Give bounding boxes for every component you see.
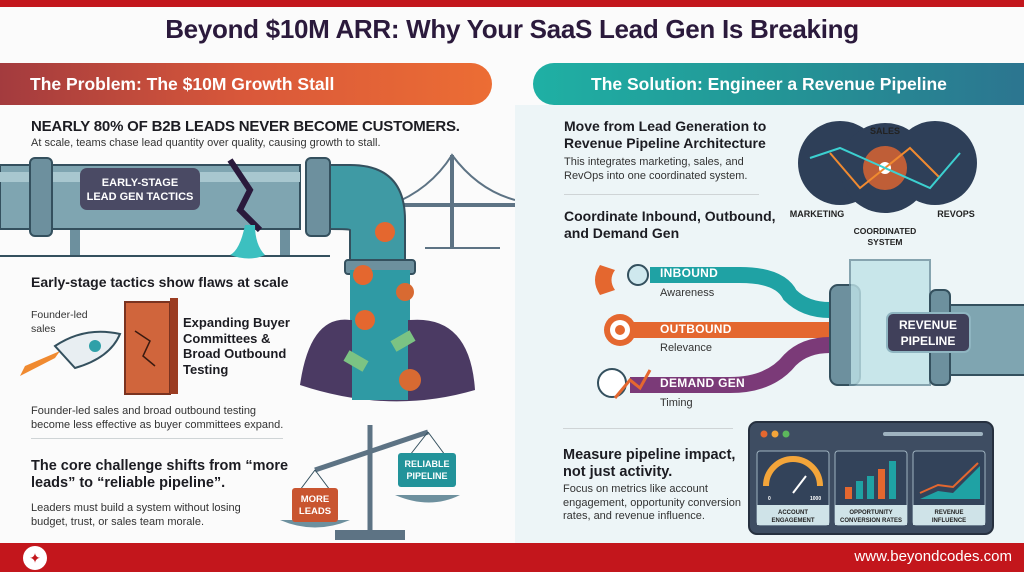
reliable-pipeline-box: RELIABLE PIPELINE <box>398 453 456 487</box>
metrics-dashboard-illustration: 0 1000 ACCOUNT ENGAGEMENT OPPORTUNITY CO… <box>748 421 994 535</box>
architecture-text: This integrates marketing, sales, and Re… <box>564 156 748 182</box>
page-title: Beyond $10M ARR: Why Your SaaS Lead Gen … <box>165 14 859 44</box>
coordinate-heading: Coordinate Inbound, Outbound, and Demand… <box>564 208 776 241</box>
network-label-system: SYSTEM <box>868 237 903 247</box>
rocket-wall-illustration <box>20 298 178 395</box>
channel-inbound-desc: Awareness <box>660 287 715 299</box>
challenge-heading: The core challenge shifts from “more lea… <box>31 458 289 491</box>
beyondcodes-logo-icon: ✦ <box>23 546 47 570</box>
pipe-label: EARLY-STAGE LEAD GEN TACTICS <box>80 168 200 210</box>
more-leads-line2: LEADS <box>299 506 331 517</box>
rocket-icon <box>20 330 122 376</box>
leaking-money-hole-illustration <box>300 222 475 402</box>
channels-to-pipeline-illustration: REVENUE PIPELINE <box>595 259 1024 399</box>
stat-heading: NEARLY 80% OF B2B LEADS NEVER BECOME CUS… <box>31 118 460 135</box>
gauge-min: 0 <box>768 496 771 502</box>
panel-label: ENGAGEMENT <box>771 518 814 524</box>
rocket-label: Founder-led sales <box>31 309 88 335</box>
divider <box>31 438 283 439</box>
revenue-influence-panel: REVENUE INFLUENCE <box>912 450 986 526</box>
pipe-icon <box>0 157 416 275</box>
person-icon <box>355 310 375 330</box>
divider <box>563 428 733 429</box>
website-url[interactable]: www.beyondcodes.com <box>854 548 1012 565</box>
panel-label: REVENUE <box>934 510 963 516</box>
panel-label: ACCOUNT <box>778 510 808 516</box>
architecture-heading: Move from Lead Generation to Revenue Pip… <box>564 118 767 151</box>
problem-banner: The Problem: The $10M Growth Stall <box>0 63 492 105</box>
gauge-max: 1000 <box>810 496 821 502</box>
network-label-marketing: MARKETING <box>790 209 845 219</box>
coordinated-system-network-illustration: SALES MARKETING REVOPS COORDINATED SYSTE… <box>790 121 977 247</box>
bridge-icon <box>385 153 515 249</box>
target-icon <box>604 314 636 346</box>
footer-bar <box>0 543 1024 572</box>
stat-text: At scale, teams chase lead quantity over… <box>31 137 381 149</box>
network-label-coordinated: COORDINATED <box>854 226 917 236</box>
person-icon <box>353 265 373 285</box>
channel-demand-gen-desc: Timing <box>660 397 693 409</box>
pipe-label-line1: EARLY-STAGE <box>102 177 178 189</box>
network-label-revops: REVOPS <box>937 209 975 219</box>
reliable-pipeline-line1: RELIABLE <box>405 459 450 469</box>
money-bag-icon <box>396 283 414 301</box>
pipe-label-line2: LEAD GEN TACTICS <box>87 191 194 203</box>
person-icon <box>375 222 395 242</box>
solution-banner: The Solution: Engineer a Revenue Pipelin… <box>533 63 1024 105</box>
channel-demand-gen-label: DEMAND GEN <box>660 376 746 390</box>
dollar-bill-icon <box>343 350 369 372</box>
pipeline-label-line1: REVENUE <box>899 318 957 332</box>
top-accent-bar <box>0 0 1024 7</box>
account-engagement-panel: 0 1000 ACCOUNT ENGAGEMENT <box>756 450 830 526</box>
panel-label: CONVERSION RATES <box>840 518 902 524</box>
balance-scale-illustration: MORE LEADS RELIABLE PIPELINE <box>280 425 460 540</box>
broken-pipeline-illustration: EARLY-STAGE LEAD GEN TACTICS <box>0 153 515 402</box>
more-leads-line1: MORE <box>301 494 330 505</box>
money-bag-icon <box>399 369 421 391</box>
revenue-pipeline-pipe: REVENUE PIPELINE <box>829 259 1024 386</box>
panel-label: OPPORTUNITY <box>849 510 892 516</box>
more-leads-box: MORE LEADS <box>292 488 338 522</box>
flaws-text: Founder-led sales and broad outbound tes… <box>31 405 284 431</box>
panel-label: INFLUENCE <box>932 518 966 524</box>
pipeline-label-line2: PIPELINE <box>901 334 956 348</box>
measure-heading: Measure pipeline impact, not just activi… <box>563 447 736 480</box>
brick-wall-icon <box>124 298 178 395</box>
channel-inbound-label: INBOUND <box>660 266 719 280</box>
reliable-pipeline-line2: PIPELINE <box>406 471 447 481</box>
challenge-text: Leaders must build a system without losi… <box>31 502 241 528</box>
measure-text: Focus on metrics like account engagement… <box>563 483 741 522</box>
dollar-bill-icon <box>390 330 416 352</box>
channel-outbound-desc: Relevance <box>660 342 712 354</box>
magnet-magnifier-icon <box>595 264 649 295</box>
opportunity-conversion-panel: OPPORTUNITY CONVERSION RATES <box>834 450 908 526</box>
flaws-heading: Early-stage tactics show flaws at scale <box>31 274 289 290</box>
network-label-sales: SALES <box>870 126 900 136</box>
clock-chart-icon <box>597 368 652 399</box>
divider <box>564 194 759 195</box>
channel-outbound-label: OUTBOUND <box>660 322 732 336</box>
wall-label: Expanding Buyer Committees & Broad Outbo… <box>183 315 290 377</box>
